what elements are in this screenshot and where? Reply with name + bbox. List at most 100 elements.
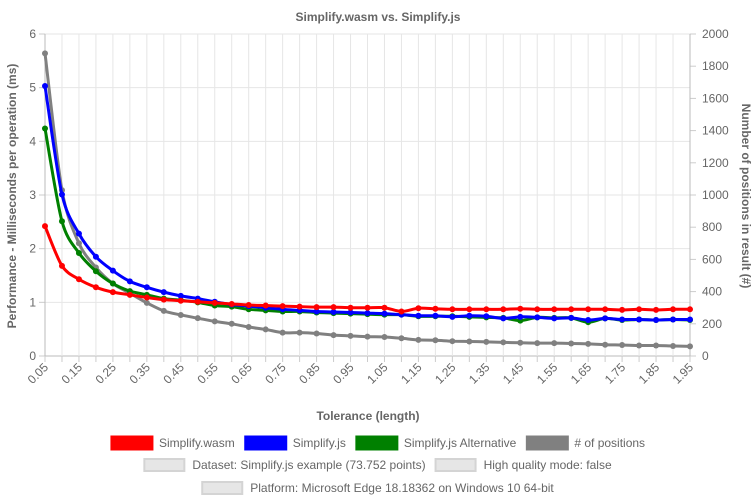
data-point — [670, 316, 677, 323]
data-point — [500, 315, 507, 322]
data-point — [568, 340, 575, 347]
data-point — [75, 230, 82, 237]
data-point — [534, 340, 541, 347]
y-left-tick-label: 0 — [29, 349, 36, 363]
data-point — [534, 314, 541, 321]
data-point — [58, 262, 65, 269]
data-point — [670, 343, 677, 350]
data-point — [211, 299, 218, 306]
x-tick-label: 1.75 — [602, 360, 629, 387]
legend-label: # of positions — [574, 436, 645, 450]
data-point — [585, 317, 592, 324]
data-point — [194, 315, 201, 322]
x-tick-label: 1.65 — [568, 360, 595, 387]
legend-label: Platform: Microsoft Edge 18.18362 on Win… — [250, 481, 554, 495]
data-point — [75, 276, 82, 283]
y-right-tick-label: 800 — [702, 220, 722, 234]
data-point — [262, 302, 269, 309]
data-point — [160, 307, 167, 314]
legend-note[interactable]: Dataset: Simplify.js example (73.752 poi… — [143, 458, 426, 472]
legend-label: High quality mode: false — [484, 458, 612, 472]
data-point — [177, 297, 184, 304]
x-tick-label: 0.45 — [160, 360, 187, 387]
data-point — [449, 313, 456, 320]
data-point — [109, 280, 116, 287]
legend-item[interactable]: # of positions — [525, 435, 645, 451]
data-point — [653, 306, 660, 313]
y-right-tick-label: 200 — [702, 317, 722, 331]
data-point — [653, 317, 660, 324]
data-point — [687, 343, 693, 350]
data-point — [432, 337, 439, 344]
data-point — [432, 312, 439, 319]
data-point — [364, 333, 371, 340]
data-point — [636, 342, 643, 349]
legend-swatch — [143, 458, 186, 472]
legend-item[interactable]: Simplify.wasm — [110, 435, 235, 451]
legend-swatch — [525, 435, 569, 451]
legend-item[interactable]: Simplify.js Alternative — [355, 435, 517, 451]
x-tick-label: 0.65 — [228, 360, 255, 387]
data-point — [636, 316, 643, 323]
data-point — [381, 304, 388, 311]
data-point — [228, 300, 235, 307]
data-point — [449, 338, 456, 345]
data-point — [568, 314, 575, 321]
legend-label: Dataset: Simplify.js example (73.752 poi… — [192, 458, 425, 472]
data-point — [109, 267, 116, 274]
x-tick-label: 0.85 — [296, 360, 323, 387]
legend-note[interactable]: Platform: Microsoft Edge 18.18362 on Win… — [201, 481, 554, 495]
y-right-tick-label: 1400 — [702, 124, 729, 138]
y-axis-left-title: Performance - Milliseconds per operation… — [5, 64, 19, 329]
x-tick-label: 1.55 — [534, 360, 561, 387]
data-point — [92, 284, 99, 291]
data-point — [211, 318, 218, 325]
x-tick-label: 0.95 — [330, 360, 357, 387]
data-point — [687, 306, 693, 313]
data-point — [92, 268, 99, 275]
y-left-tick-label: 3 — [29, 188, 36, 202]
x-tick-label: 0.25 — [93, 360, 120, 387]
data-point — [160, 296, 167, 303]
data-point — [126, 278, 133, 285]
y-axis-right-title: Number of positions in result (#) — [739, 104, 753, 289]
y-left-tick-label: 4 — [29, 134, 36, 148]
data-point — [330, 308, 337, 315]
data-point — [42, 125, 48, 132]
data-point — [75, 249, 82, 256]
data-point — [585, 340, 592, 347]
data-point — [143, 299, 150, 306]
data-point — [143, 294, 150, 301]
data-point — [279, 303, 286, 310]
data-point — [466, 312, 473, 319]
data-point — [602, 315, 609, 322]
data-point — [75, 240, 82, 247]
y-right-tick-label: 1800 — [702, 59, 729, 73]
x-axis-title: Tolerance (length) — [316, 409, 419, 423]
x-tick-label: 1.25 — [432, 360, 459, 387]
data-point — [466, 338, 473, 345]
data-point — [347, 304, 354, 311]
x-tick-label: 0.35 — [127, 360, 154, 387]
data-point — [551, 306, 558, 313]
data-point — [415, 312, 422, 319]
data-point — [619, 316, 626, 323]
data-point — [483, 306, 490, 313]
data-point — [42, 83, 48, 90]
x-tick-label: 1.95 — [670, 360, 697, 387]
x-tick-label: 1.15 — [398, 360, 425, 387]
data-point — [636, 306, 643, 313]
data-point — [279, 329, 286, 336]
data-point — [330, 304, 337, 311]
series-layer — [42, 50, 693, 350]
data-point — [602, 306, 609, 313]
data-point — [398, 335, 405, 342]
data-point — [619, 342, 626, 349]
data-point — [126, 291, 133, 298]
y-right-tick-label: 1000 — [702, 188, 729, 202]
legend-item[interactable]: Simplify.js — [244, 435, 346, 451]
legend-swatch — [355, 435, 399, 451]
y-right-tick-label: 1200 — [702, 156, 729, 170]
legend-note[interactable]: High quality mode: false — [434, 458, 612, 472]
